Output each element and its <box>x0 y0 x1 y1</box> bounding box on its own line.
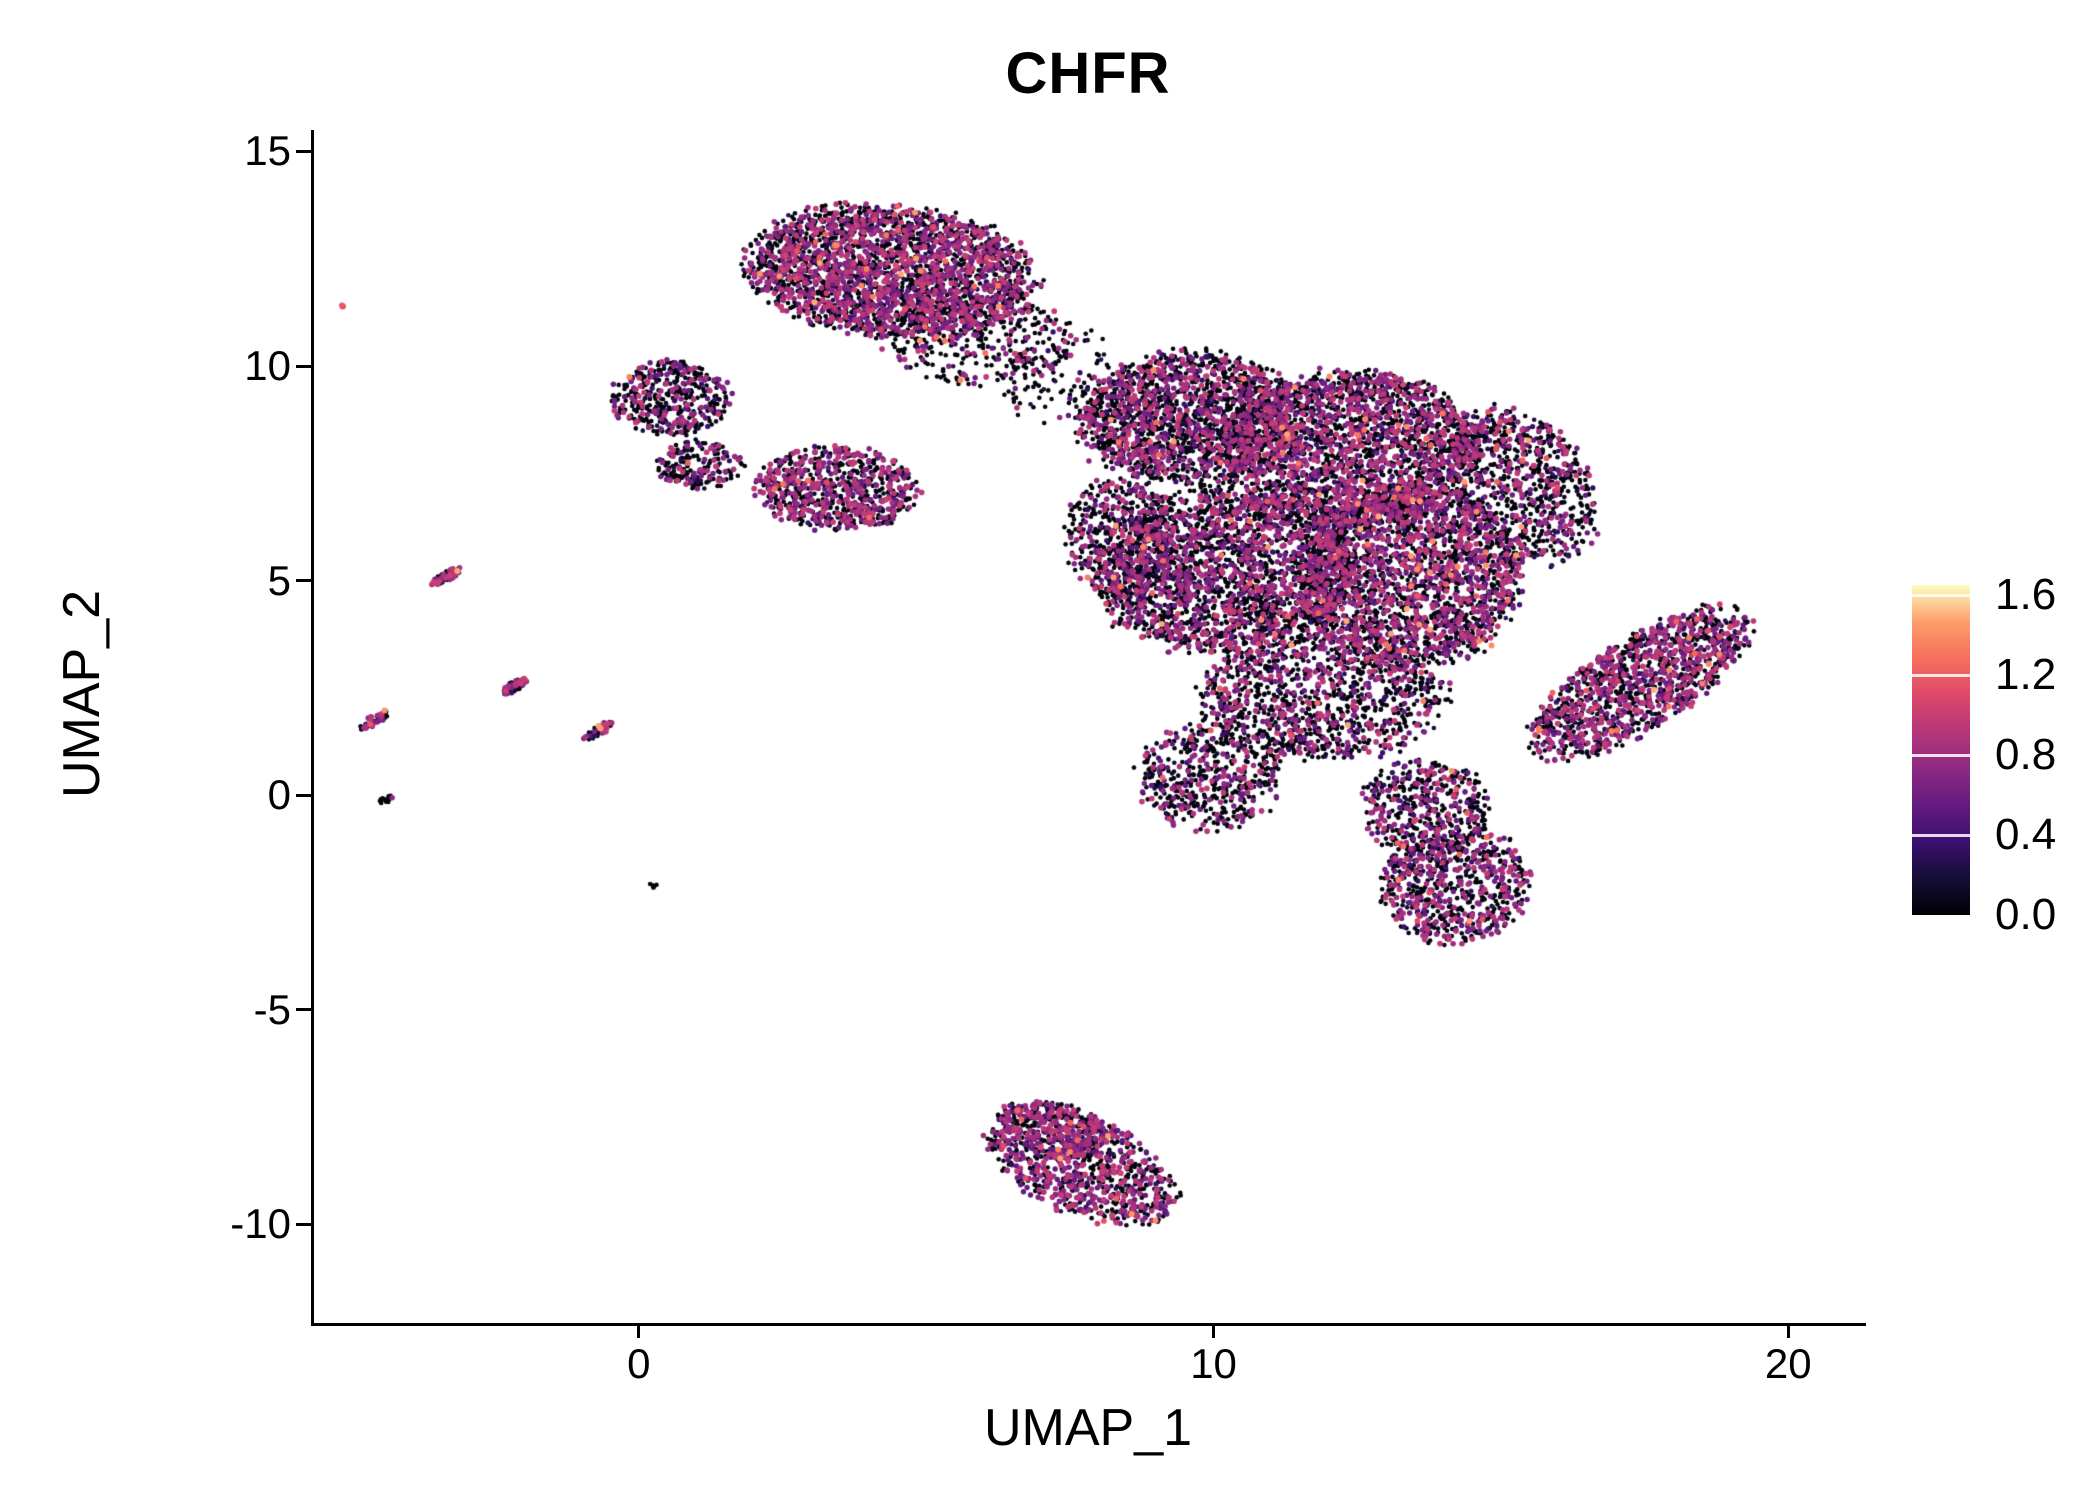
x-tick-label: 20 <box>1764 1340 1812 1387</box>
colorbar-tick-mark <box>1912 593 1970 597</box>
y-tick-mark <box>296 793 311 797</box>
x-tick-mark <box>1786 1323 1790 1338</box>
y-tick-mark <box>296 1222 311 1226</box>
plot-title: CHFR <box>1005 41 1171 106</box>
y-axis-label: UMAP_2 <box>53 589 111 799</box>
colorbar-gradient <box>1912 585 1970 915</box>
x-tick-mark <box>1212 1323 1216 1338</box>
colorbar-legend: 0.0 0.4 0.8 1.2 1.6 <box>1900 560 2100 960</box>
y-tick-label: 5 <box>267 556 291 604</box>
y-tick-label: 10 <box>244 342 291 390</box>
y-tick-label: -10 <box>230 1200 291 1248</box>
y-axis-line <box>311 130 314 1326</box>
x-axis-label: UMAP_1 <box>983 1399 1193 1457</box>
y-tick-label: -5 <box>253 985 291 1033</box>
y-tick-mark <box>296 1008 311 1012</box>
colorbar-tick-label: 1.2 <box>1995 650 2057 699</box>
y-tick-mark <box>296 579 311 583</box>
y-tick-label: 0 <box>267 771 291 819</box>
colorbar-tick-mark <box>1912 673 1970 677</box>
x-tick-mark <box>637 1323 641 1338</box>
x-tick-label: 0 <box>627 1340 651 1387</box>
colorbar-tick-mark <box>1912 833 1970 837</box>
x-tick-label: 10 <box>1190 1340 1237 1387</box>
y-tick-mark <box>296 364 311 368</box>
colorbar-tick-label: 0.8 <box>1995 730 2057 779</box>
colorbar-tick-label: 0.0 <box>1995 890 2057 939</box>
y-tick-label: 15 <box>244 127 291 175</box>
x-axis-line <box>311 1323 1866 1326</box>
colorbar-tick-mark <box>1912 753 1970 757</box>
colorbar-tick-label: 0.4 <box>1995 810 2057 859</box>
y-tick-mark <box>296 149 311 153</box>
colorbar-tick-label: 1.6 <box>1995 570 2057 619</box>
